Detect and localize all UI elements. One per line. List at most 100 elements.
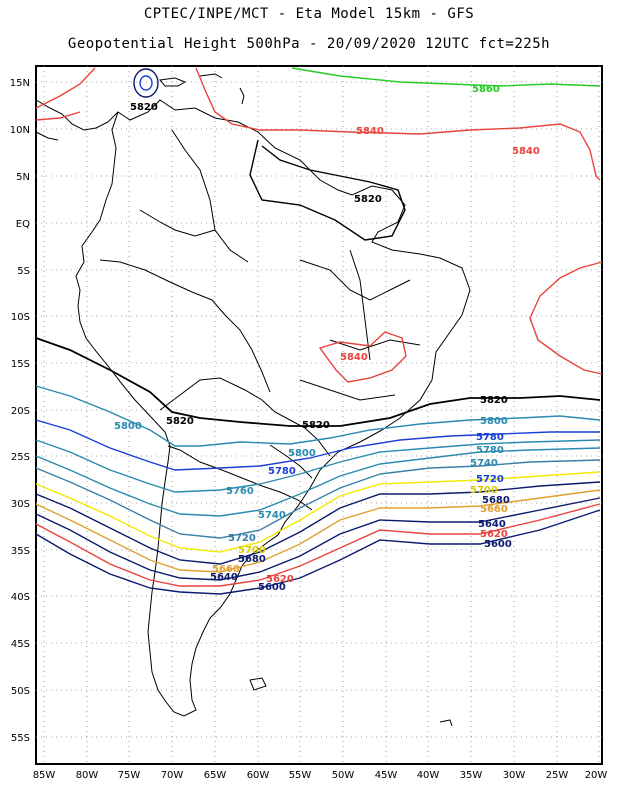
lat-label: 5S xyxy=(17,266,30,277)
lon-label: 45W xyxy=(375,770,398,781)
contour-5840-north xyxy=(35,67,601,181)
lon-label: 65W xyxy=(204,770,227,781)
country-border xyxy=(211,299,271,393)
country-border xyxy=(99,259,213,301)
contour-label: 5640 xyxy=(478,519,506,530)
contour-labels: 5860 5840 5840 5820 5820 5840 5820 5820 … xyxy=(114,84,540,593)
lat-label: EQ xyxy=(16,219,30,230)
lat-label: 30S xyxy=(11,499,30,510)
lon-label: 40W xyxy=(417,770,440,781)
map-title-line2: Geopotential Height 500hPa - 20/09/2020 … xyxy=(67,36,551,52)
state-border xyxy=(349,249,371,361)
contour-label: 5840 xyxy=(512,146,540,157)
lon-label: 85W xyxy=(33,770,56,781)
lon-label: 35W xyxy=(460,770,483,781)
contour-label: 5820 xyxy=(302,420,330,431)
contour-5760 xyxy=(35,439,601,493)
country-border xyxy=(171,129,249,263)
contour-label: 5620 xyxy=(266,574,294,585)
map-title-line1: CPTEC/INPE/MCT - Eta Model 15km - GFS xyxy=(143,6,475,22)
country-border xyxy=(261,399,331,457)
contour-5780 xyxy=(35,419,600,471)
contour-label: 5740 xyxy=(258,510,286,521)
height-contours xyxy=(35,67,603,595)
lat-label: 15N xyxy=(10,78,30,89)
contour-label: 5820 xyxy=(166,416,194,427)
lat-label: 10S xyxy=(11,312,30,323)
country-border xyxy=(167,445,263,487)
lat-label: 55S xyxy=(11,733,30,744)
lon-label: 50W xyxy=(332,770,355,781)
contour-label: 5600 xyxy=(258,582,286,593)
contour-closed-low-outer xyxy=(133,68,159,98)
graticule xyxy=(36,66,602,764)
contour-5720 xyxy=(35,459,601,539)
lat-label: 15S xyxy=(11,359,30,370)
island xyxy=(159,77,187,87)
falkland-islands xyxy=(249,677,267,691)
contour-label: 5680 xyxy=(238,554,266,565)
lat-label: 20S xyxy=(11,406,30,417)
contour-5640 xyxy=(35,497,601,581)
contour-5680 xyxy=(35,481,601,565)
south-georgia xyxy=(439,719,453,727)
contour-label: 5820 xyxy=(354,194,382,205)
contour-label: 5860 xyxy=(472,84,500,95)
contour-label: 5800 xyxy=(480,416,508,427)
contour-5620 xyxy=(35,503,601,587)
south-america-outline xyxy=(75,99,471,717)
lon-label: 20W xyxy=(585,770,608,781)
island xyxy=(199,73,223,79)
contour-5820-main xyxy=(35,337,601,427)
lat-label: 5N xyxy=(16,172,30,183)
lat-label: 25S xyxy=(11,452,30,463)
lon-label: 60W xyxy=(247,770,270,781)
contour-5600 xyxy=(35,509,601,595)
map-frame xyxy=(35,65,603,765)
contour-label: 5700 xyxy=(470,485,498,496)
panama-outline xyxy=(35,131,59,141)
contour-5820-north xyxy=(249,139,406,241)
lon-label: 55W xyxy=(289,770,312,781)
country-border xyxy=(139,209,216,237)
contour-label: 5780 xyxy=(268,466,296,477)
contour-label: 5700 xyxy=(238,545,266,556)
lat-label: 50S xyxy=(11,686,30,697)
state-border xyxy=(299,259,411,301)
lon-label: 70W xyxy=(161,770,184,781)
country-border xyxy=(159,377,263,411)
contour-label: 5740 xyxy=(470,458,498,469)
contour-label: 5720 xyxy=(228,533,256,544)
contour-label: 5840 xyxy=(340,352,368,363)
latitude-labels: 15N 10N 5N EQ 5S 10S 15S 20S 25S 30S 35S… xyxy=(10,78,30,744)
lon-label: 80W xyxy=(76,770,99,781)
lat-label: 10N xyxy=(10,125,30,136)
contour-label: 5780 xyxy=(476,445,504,456)
contour-label: 5780 xyxy=(476,432,504,443)
contour-closed-low-inner xyxy=(139,75,153,91)
contour-5840-inland xyxy=(318,331,407,383)
contour-label: 5640 xyxy=(210,572,238,583)
contour-5660 xyxy=(35,489,601,573)
contour-5800 xyxy=(35,385,601,447)
contour-label: 5820 xyxy=(130,102,158,113)
contour-label: 5660 xyxy=(212,564,240,575)
lat-label: 35S xyxy=(11,546,30,557)
contour-5840-east xyxy=(529,261,603,375)
lat-label: 40S xyxy=(11,592,30,603)
contour-5700 xyxy=(35,471,601,553)
longitude-labels: 85W 80W 75W 70W 65W 60W 55W 50W 45W 40W … xyxy=(33,770,608,781)
contour-label: 5820 xyxy=(480,395,508,406)
contour-label: 5600 xyxy=(484,539,512,550)
contour-label: 5800 xyxy=(288,448,316,459)
lon-label: 30W xyxy=(503,770,526,781)
central-america-outline xyxy=(35,99,119,131)
lat-label: 45S xyxy=(11,639,30,650)
state-border xyxy=(329,339,421,351)
contour-label: 5840 xyxy=(356,126,384,137)
contour-label: 5760 xyxy=(226,486,254,497)
contour-label: 5620 xyxy=(480,529,508,540)
state-border xyxy=(299,379,396,401)
contour-label: 5660 xyxy=(480,504,508,515)
